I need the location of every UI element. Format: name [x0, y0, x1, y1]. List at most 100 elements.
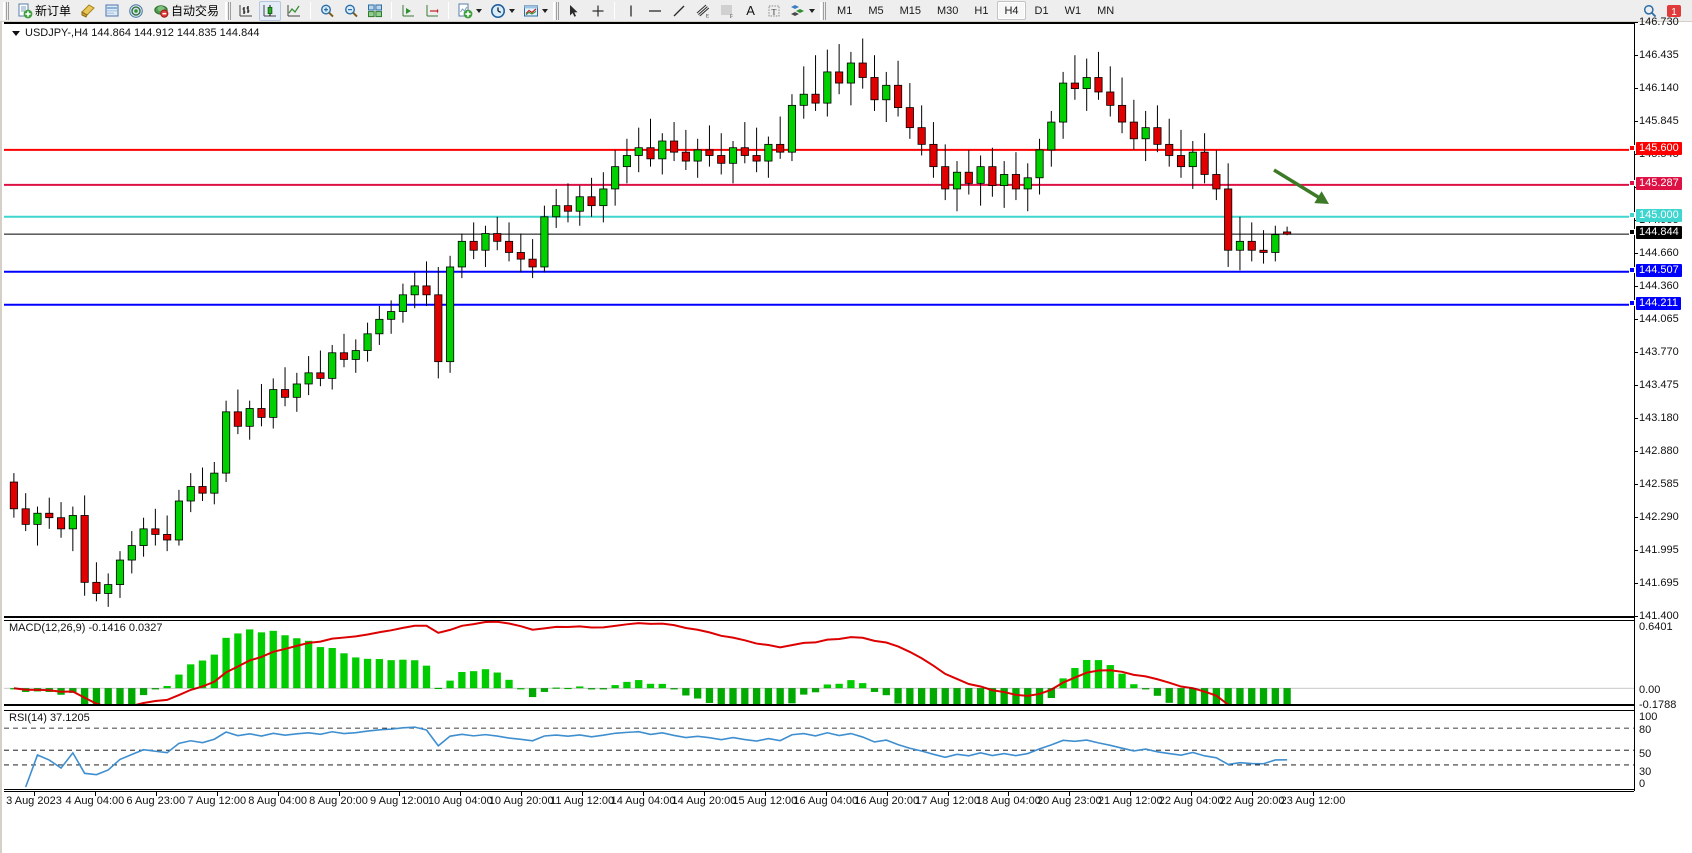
metaeditor-button[interactable]	[77, 1, 99, 21]
toolbar-grip-4[interactable]	[820, 1, 827, 20]
toolbar-separator-3	[448, 2, 450, 19]
macd-pane[interactable]: MACD(12,26,9) -0.1416 0.0327	[4, 620, 1634, 706]
equidistant-channel-button[interactable]: E	[692, 1, 714, 21]
price-level-handle[interactable]	[1629, 179, 1635, 186]
shapes-button[interactable]	[787, 1, 818, 21]
time-axis-label: 8 Aug 20:00	[309, 795, 368, 807]
templates-button[interactable]	[520, 1, 551, 21]
price-tick-label: 144.660	[1635, 247, 1679, 259]
search-button[interactable]	[1639, 1, 1661, 21]
price-tick-mark	[1635, 22, 1638, 23]
notifications-button[interactable]: 1	[1663, 1, 1686, 21]
time-tick-mark	[155, 792, 157, 796]
price-level-handle[interactable]	[1629, 144, 1635, 151]
autotrading-icon	[154, 4, 169, 18]
crosshair-button[interactable]	[587, 1, 609, 21]
autotrading-button[interactable]: 自动交易	[149, 1, 223, 21]
chart-menu-arrow-icon[interactable]	[12, 30, 20, 36]
cursor-button[interactable]	[563, 1, 585, 21]
auto-scroll-button[interactable]	[397, 1, 419, 21]
price-tick-label: 141.995	[1635, 544, 1679, 556]
candlestick-chart-button[interactable]	[259, 0, 282, 21]
toolbar-grip-2[interactable]	[225, 1, 232, 20]
price-level-handle[interactable]	[1629, 299, 1635, 306]
chevron-down-icon[interactable]	[542, 8, 549, 13]
price-level-handle[interactable]	[1629, 229, 1635, 236]
price-scale[interactable]: 146.730146.435146.140145.845145.545145.2…	[1629, 17, 1692, 791]
time-axis-label: 14 Aug 04:00	[610, 795, 676, 807]
time-axis-label: 8 Aug 04:00	[248, 795, 307, 807]
trendline-button[interactable]	[668, 1, 690, 21]
price-level-badge-support-144211[interactable]: 144.211	[1629, 296, 1681, 310]
tile-windows-button[interactable]	[364, 1, 386, 21]
zoom-out-icon	[345, 4, 358, 17]
timeframe-m15[interactable]: M15	[899, 4, 921, 17]
price-level-badge-last-price-144844[interactable]: 144.844	[1629, 226, 1682, 240]
timeframe-m5[interactable]: M5	[868, 4, 884, 17]
chart-shift-button[interactable]	[421, 1, 443, 21]
chart-title: USDJPY-,H4 144.864 144.912 144.835 144.8…	[12, 27, 259, 39]
time-tick-mark	[94, 792, 96, 796]
text-button[interactable]: A	[740, 1, 761, 21]
label-button[interactable]: T	[763, 1, 785, 21]
price-tick-label: 141.400	[1635, 611, 1679, 622]
time-tick-mark	[1069, 792, 1071, 796]
chart-area: USDJPY-,H4 144.864 144.912 144.835 144.8…	[0, 17, 1692, 853]
fibonacci-button[interactable]: F	[716, 1, 738, 21]
new-order-button[interactable]: 新订单	[13, 1, 75, 21]
price-level-badge-resistance-145287[interactable]: 145.287	[1629, 176, 1682, 190]
auto-scroll-icon	[402, 4, 415, 16]
price-level-badge-support-144507[interactable]: 144.507	[1629, 263, 1682, 277]
price-tick-label: 145.845	[1635, 115, 1679, 127]
time-tick-mark	[764, 792, 766, 796]
rsi-pane[interactable]: RSI(14) 37.1205	[4, 710, 1634, 790]
time-axis-label: 11 Aug 12:00	[550, 795, 615, 807]
bar-chart-icon	[239, 4, 253, 16]
time-axis-label: 3 Aug 2023	[6, 795, 62, 807]
rsi-scale-30: 30	[1639, 766, 1652, 778]
price-tick-mark	[1635, 549, 1638, 551]
market-watch-icon	[129, 3, 143, 18]
zoom-in-button[interactable]	[316, 1, 338, 21]
macd-scale-max: 0.6401	[1639, 621, 1673, 633]
indicators-button[interactable]	[454, 1, 485, 21]
price-tick-label: 141.695	[1635, 578, 1679, 589]
time-axis-label: 4 Aug 04:00	[65, 795, 125, 807]
price-level-badge-resistance-145600[interactable]: 145.600	[1629, 141, 1682, 155]
price-tick-mark	[1635, 583, 1638, 585]
svg-text:T: T	[772, 7, 777, 16]
horizontal-line-button[interactable]	[644, 1, 666, 21]
market-watch-button[interactable]	[125, 1, 147, 21]
vertical-line-button[interactable]	[620, 1, 642, 21]
zoom-out-button[interactable]	[340, 1, 362, 21]
macd-scale-zero: 0.00	[1639, 684, 1661, 696]
time-axis-label: 15 Aug 12:00	[732, 795, 798, 807]
timeframe-d1[interactable]: D1	[1034, 4, 1049, 17]
price-level-handle[interactable]	[1629, 266, 1635, 273]
chevron-down-icon[interactable]	[476, 8, 483, 13]
price-level-badge-level-145000[interactable]: 145.000	[1629, 208, 1682, 222]
toolbar-grip-1[interactable]	[3, 1, 9, 20]
chevron-down-icon[interactable]	[809, 8, 816, 13]
timeframe-w1[interactable]: W1	[1064, 4, 1082, 17]
time-tick-mark	[1252, 792, 1254, 796]
periods-button[interactable]	[487, 1, 518, 21]
macd-title: MACD(12,26,9) -0.1416 0.0327	[9, 622, 163, 634]
toolbar-grip-3[interactable]	[553, 1, 560, 20]
timeframe-h1[interactable]: H1	[974, 4, 989, 17]
line-chart-button[interactable]	[283, 1, 305, 21]
timeframe-h4[interactable]: H4	[997, 1, 1026, 20]
chevron-down-icon[interactable]	[509, 8, 516, 13]
text-label-icon: T	[768, 5, 780, 16]
timeframe-mn[interactable]: MN	[1097, 4, 1115, 17]
bar-chart-button[interactable]	[235, 1, 257, 21]
new-order-label: 新订单	[35, 4, 72, 18]
price-chart-pane[interactable]: USDJPY-,H4 144.864 144.912 144.835 144.8…	[4, 22, 1634, 618]
terminal-button[interactable]	[101, 1, 123, 21]
price-level-handle[interactable]	[1629, 211, 1635, 218]
timeframe-m30[interactable]: M30	[937, 4, 959, 17]
timeframe-m1[interactable]: M1	[837, 4, 853, 17]
terminal-icon	[105, 4, 119, 16]
time-tick-mark	[886, 792, 888, 796]
time-tick-mark	[277, 792, 279, 796]
